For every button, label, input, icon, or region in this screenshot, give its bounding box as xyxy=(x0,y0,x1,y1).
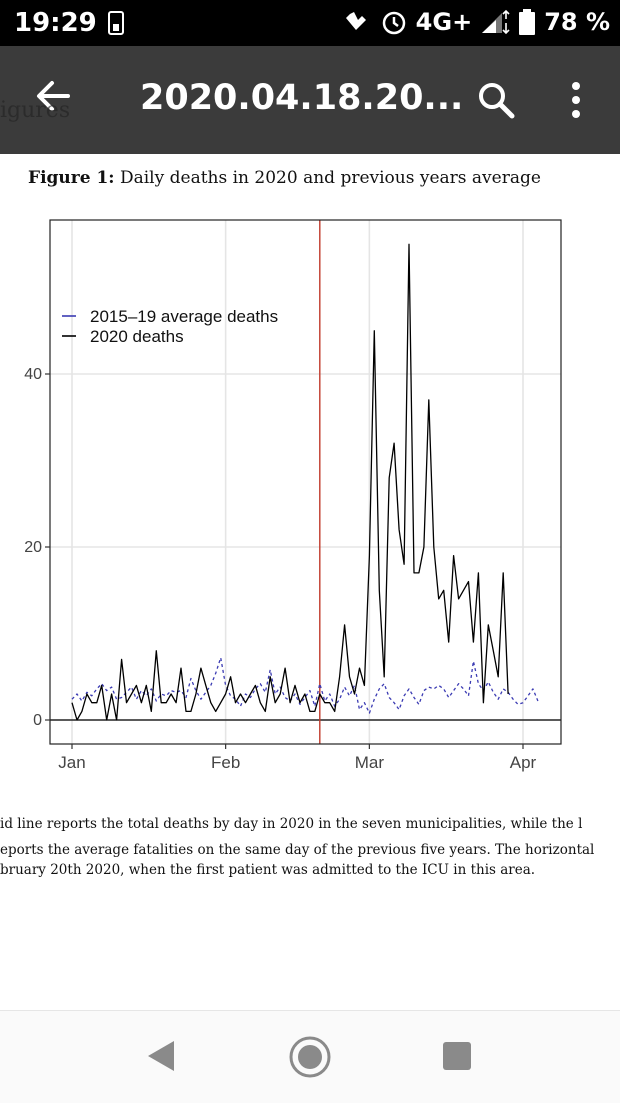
x-tick-label: Feb xyxy=(211,753,240,772)
series-line-1 xyxy=(71,243,509,721)
figure-caption: Figure 1: Daily deaths in 2020 and previ… xyxy=(28,168,541,188)
nav-back-button[interactable] xyxy=(146,1039,176,1077)
status-time: 19:29 xyxy=(14,8,97,38)
y-tick-label: 20 xyxy=(24,539,42,556)
figure-label: Figure 1: xyxy=(28,168,115,188)
plot-panel xyxy=(50,220,561,744)
x-tick-label: Jan xyxy=(58,753,85,772)
triangle-back-icon xyxy=(148,1041,174,1071)
navigation-bar xyxy=(0,1010,620,1103)
document-page: Figure 1: Daily deaths in 2020 and previ… xyxy=(0,154,620,1010)
circle-home-icon xyxy=(289,1036,331,1078)
search-icon xyxy=(479,83,515,119)
y-tick-label: 40 xyxy=(24,366,42,383)
figure-note-line-2: eports the average fatalities on the sam… xyxy=(0,842,595,858)
square-recents-icon xyxy=(443,1042,471,1070)
background-heading-fragment: igures xyxy=(0,98,71,123)
figure-caption-text: Daily deaths in 2020 and previous years … xyxy=(119,168,541,188)
more-vert-icon xyxy=(572,82,580,118)
nav-home-button[interactable] xyxy=(288,1035,332,1083)
figure-note-line-3: bruary 20th 2020, when the first patient… xyxy=(0,862,536,878)
status-bar: 19:29 4G+ 78 % xyxy=(0,0,620,46)
arrow-left-icon xyxy=(37,81,70,111)
do-not-disturb-hand-icon xyxy=(345,12,366,30)
status-right: 4G+ 78 % xyxy=(342,8,610,36)
y-tick-label: 0 xyxy=(33,712,42,729)
document-title: 2020.04.18.20... xyxy=(140,78,464,118)
legend-label-1: 2020 deaths xyxy=(90,327,184,346)
back-button[interactable] xyxy=(34,76,74,116)
nav-recents-button[interactable] xyxy=(442,1041,472,1075)
x-tick-label: Mar xyxy=(355,753,385,772)
figure-note-line-1: id line reports the total deaths by day … xyxy=(0,816,583,832)
search-button[interactable] xyxy=(476,80,516,120)
alarm-clock-icon xyxy=(382,11,405,35)
battery-level: 78 % xyxy=(544,8,610,36)
plot-border xyxy=(49,219,562,745)
x-tick-label: Apr xyxy=(510,753,537,772)
app-bar: 2020.04.18.20... xyxy=(0,46,620,154)
more-options-button[interactable] xyxy=(562,80,590,120)
signal-strength-icon xyxy=(482,9,510,35)
network-type: 4G+ xyxy=(415,8,473,36)
sim-card-icon xyxy=(108,11,124,35)
deaths-chart: 0 20 40 Jan Feb Mar Apr 2015–19 average deaths2… xyxy=(24,219,562,772)
battery-icon xyxy=(519,9,536,35)
legend-label-0: 2015–19 average deaths xyxy=(90,307,278,326)
